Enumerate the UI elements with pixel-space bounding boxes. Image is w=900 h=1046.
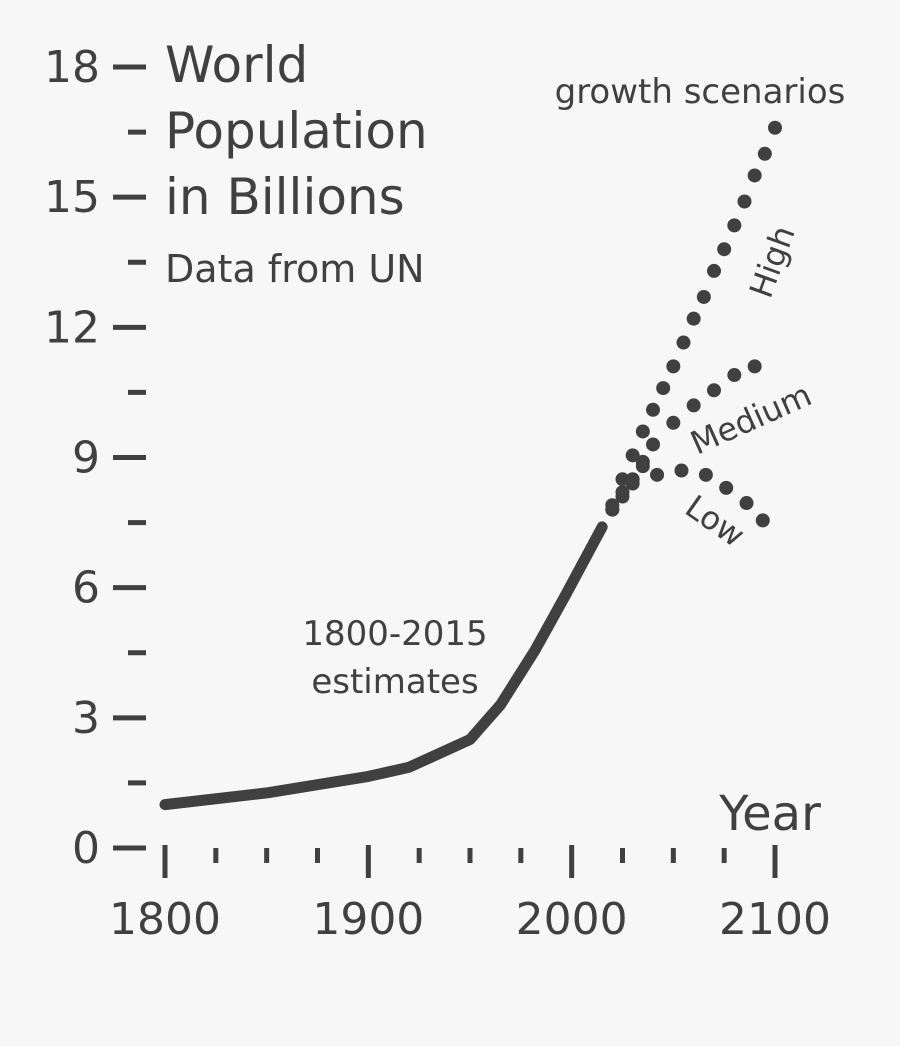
point-high — [768, 120, 782, 135]
x-axis-label: Year — [718, 786, 821, 842]
point-low — [674, 463, 689, 478]
point-high — [696, 289, 711, 304]
point-low — [615, 489, 630, 504]
point-high — [635, 424, 650, 439]
point-medium — [666, 415, 681, 430]
y-tick-label: 18 — [44, 42, 100, 93]
x-tick-label: 1900 — [312, 894, 424, 945]
estimates-label-1: 1800-2015 — [302, 614, 487, 654]
point-high — [707, 263, 721, 278]
point-low — [650, 467, 665, 482]
point-high — [747, 168, 762, 183]
estimates-line — [159, 521, 608, 811]
point-low — [698, 467, 713, 482]
axes: 0 3 6 9 12 15 18 1800 1900 2000 2100 — [44, 42, 831, 945]
point-low — [719, 480, 734, 495]
point-medium — [727, 368, 742, 383]
x-tick-label: 2000 — [516, 894, 628, 945]
point-medium — [646, 437, 660, 452]
point-high — [737, 194, 752, 209]
point-low — [635, 459, 650, 474]
subtitle: Data from UN — [165, 247, 425, 291]
x-tick-label: 2100 — [719, 894, 831, 945]
y-tick-label: 6 — [72, 563, 100, 614]
data-marks — [159, 120, 782, 811]
point-medium — [686, 398, 701, 413]
point-low — [625, 476, 640, 491]
point-high — [686, 311, 701, 326]
title-line-3: in Billions — [165, 168, 405, 226]
point-high — [625, 448, 640, 463]
point-medium — [747, 359, 762, 374]
point-medium — [707, 383, 721, 398]
y-tick-label: 12 — [44, 302, 100, 353]
point-high — [646, 402, 660, 417]
x-tick-label: 1800 — [109, 894, 221, 945]
point-high — [757, 146, 772, 161]
point-low — [755, 513, 770, 528]
point-high — [727, 218, 742, 233]
y-tick-label: 15 — [44, 172, 100, 223]
point-low — [739, 496, 754, 511]
point-low — [605, 502, 620, 517]
point-high — [717, 242, 732, 257]
title-line-1: World — [165, 36, 308, 94]
point-high — [676, 335, 691, 350]
y-tick-label: 9 — [72, 433, 100, 484]
point-high — [656, 381, 671, 396]
point-high — [666, 359, 681, 374]
scenarios-label: growth scenarios — [555, 72, 846, 112]
title-line-2: Population — [165, 102, 428, 160]
estimates-label-2: estimates — [311, 662, 478, 702]
y-tick-label: 3 — [72, 693, 100, 744]
y-tick-label: 0 — [72, 823, 100, 874]
